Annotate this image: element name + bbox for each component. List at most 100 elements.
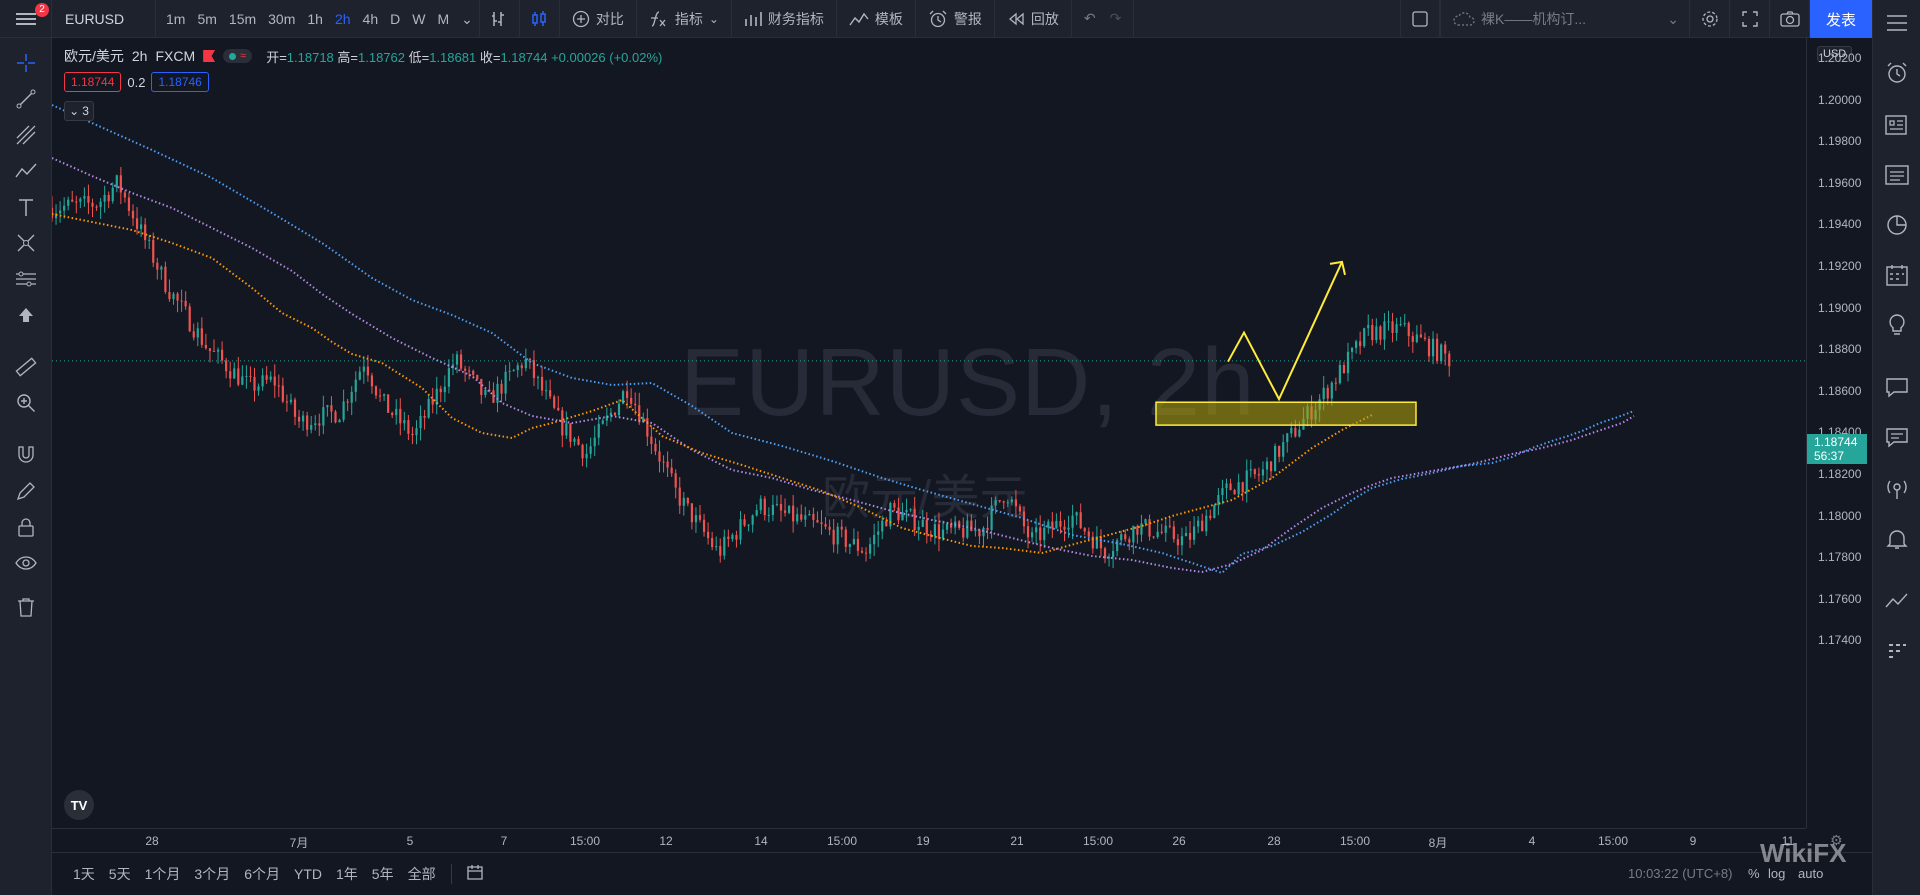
streams-button[interactable] [1884,476,1910,502]
candle-body [1355,341,1358,348]
zoom-tool[interactable] [13,390,39,416]
main-menu-button[interactable]: 2 [0,0,52,38]
messages-button[interactable] [1884,424,1910,450]
interval-15m[interactable]: 15m [228,10,257,27]
support-zone-rectangle[interactable] [1155,401,1417,426]
watchlist-button[interactable] [1884,10,1910,36]
candle-body [387,394,390,413]
range-6m[interactable]: 6个月 [244,866,280,882]
chevron-down-icon[interactable]: ⌄ [461,10,473,27]
chats-button[interactable] [1884,374,1910,400]
data-window-button[interactable] [1884,162,1910,188]
range-5d[interactable]: 5天 [108,866,131,882]
select-layout-button[interactable] [1400,0,1440,38]
range-1d[interactable]: 1天 [73,866,95,882]
notifications-button[interactable] [1884,526,1910,552]
candle-body [662,461,665,463]
market-status[interactable]: ≈ [223,49,253,63]
clock-time[interactable]: 10:03:22 (UTC+8) [1628,866,1733,881]
dom-button[interactable] [1884,638,1910,664]
range-3m[interactable]: 3个月 [194,866,231,882]
hotlists-button[interactable] [1884,212,1910,238]
interval-2h[interactable]: 2h [334,10,351,27]
interval-w[interactable]: W [412,10,426,27]
log-scale-toggle[interactable]: log [1768,866,1786,881]
buy-price-button[interactable]: 1.18746 [151,72,209,92]
interval-m[interactable]: M [437,10,450,27]
ideas-button[interactable] [1884,312,1910,338]
bar-style-button[interactable] [480,0,520,38]
replay-button[interactable]: 回放 [995,0,1072,38]
tradingview-logo-icon[interactable]: TV [64,790,94,820]
alert-button[interactable]: 警报 [916,0,995,38]
ruler-tool[interactable] [13,354,39,380]
news-button[interactable] [1884,112,1910,138]
candle-style-button[interactable] [520,0,560,38]
arrow-mark-tool[interactable] [13,302,39,328]
range-5y[interactable]: 5年 [371,866,394,882]
interval-5m[interactable]: 5m [197,10,217,27]
remove-drawings-tool[interactable] [13,594,39,620]
interval-4h[interactable]: 4h [362,10,379,27]
settings-button[interactable] [1690,0,1730,38]
candle-body [496,383,499,403]
compare-button[interactable]: 对比 [560,0,637,38]
interval-1h[interactable]: 1h [307,10,323,27]
redo-icon[interactable]: ↷ [1109,10,1122,26]
calendar-button[interactable] [1884,262,1910,288]
price-chart[interactable] [52,38,1806,828]
range-all[interactable]: 全部 [407,866,436,882]
goto-date-icon[interactable] [460,864,490,885]
legend-title[interactable]: 欧元/美元 [64,48,124,64]
notification-badge: 2 [35,2,49,17]
indicators-toggle[interactable]: ⌄ 3 [64,101,94,121]
templates-button[interactable]: 模板 [837,0,916,38]
snapshot-button[interactable] [1770,0,1810,38]
trading-panel-button[interactable] [1884,588,1910,614]
layout-name-button[interactable]: 裸K——机构订... ⌄ [1440,0,1690,38]
trendline-tool[interactable] [13,86,39,112]
percent-scale-toggle[interactable]: % [1748,866,1760,881]
time-axis[interactable]: 28 7月 5 7 15:00 12 14 15:00 19 21 15:00 26 28 15:00 8月… [52,828,1806,852]
candle-body [1083,528,1086,532]
candle-body [731,534,734,540]
projection-tool[interactable] [13,230,39,256]
candle-body [747,524,750,526]
candle-body [281,385,284,402]
lock-drawings-tool[interactable] [13,514,39,540]
candle-body [1124,534,1127,540]
indicators-button[interactable]: 指标 ⌄ [637,0,732,38]
pitchfork-tool[interactable] [13,122,39,148]
text-tool[interactable] [13,194,39,220]
crosshair-tool[interactable] [13,50,39,76]
pattern-tool[interactable] [13,158,39,184]
flag-icon[interactable] [203,50,216,62]
candle-body [423,415,426,418]
symbol-search-button[interactable]: EURUSD [52,0,156,38]
fullscreen-button[interactable] [1730,0,1770,38]
price-axis[interactable]: USD 1.20200 1.20000 1.19800 1.19600 1.19400 1… [1806,38,1872,828]
range-1m[interactable]: 1个月 [144,866,181,882]
candle-body [1063,526,1066,530]
range-1y[interactable]: 1年 [335,866,358,882]
magnet-tool[interactable] [13,442,39,468]
measure-tool[interactable] [13,266,39,292]
hide-drawings-tool[interactable] [13,550,39,576]
templates-icon [849,12,869,25]
candle-body [1294,427,1297,437]
stay-drawing-tool[interactable] [13,478,39,504]
range-ytd[interactable]: YTD [293,866,322,882]
interval-d[interactable]: D [390,10,401,27]
auto-scale-toggle[interactable]: auto [1798,866,1824,881]
undo-icon[interactable]: ↶ [1083,10,1096,26]
chart-pane[interactable]: EURUSD, 2h 欧元/美元 欧元/美元 2h FXCM ≈ 开=1.187… [52,38,1806,828]
alerts-panel-button[interactable] [1884,60,1910,86]
sell-price-button[interactable]: 1.18744 [64,72,122,92]
interval-1m[interactable]: 1m [166,10,186,27]
projection-arrow-path[interactable] [1227,261,1343,402]
currency-selector[interactable]: USD [1817,46,1853,62]
interval-30m[interactable]: 30m [268,10,296,27]
publish-button[interactable]: 发表 [1810,0,1872,38]
time-axis-settings-icon[interactable]: ⚙ [1830,832,1843,848]
financials-button[interactable]: 财务指标 [732,0,837,38]
